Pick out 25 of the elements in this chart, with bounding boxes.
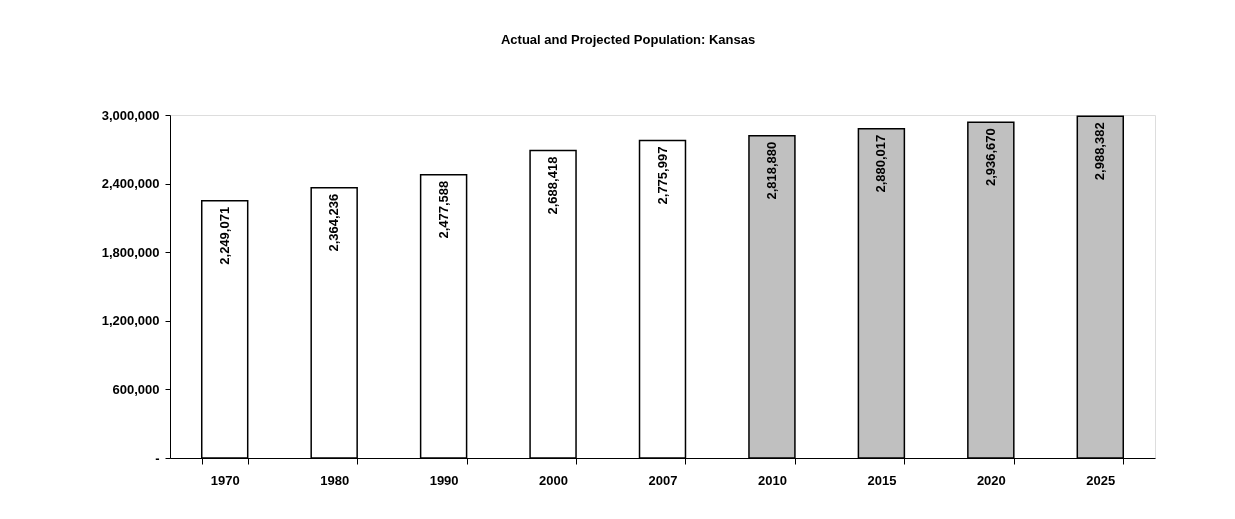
x-tick-label: 2015 — [867, 472, 897, 488]
y-tick-label: 3,000,000 — [101, 107, 160, 123]
y-tick-label: 1,200,000 — [101, 313, 160, 329]
x-tick-label: 2010 — [757, 472, 787, 488]
data-label: 2,249,071 — [216, 206, 232, 265]
x-tick-label: 2007 — [648, 472, 678, 488]
data-label: 2,477,588 — [435, 180, 451, 239]
chart-title: Actual and Projected Population: Kansas — [500, 32, 756, 47]
data-label: 2,988,382 — [1092, 122, 1108, 181]
x-tick-label: 2025 — [1086, 472, 1116, 488]
data-label: 2,818,880 — [763, 141, 779, 200]
data-label: 2,688,418 — [545, 156, 561, 215]
y-tick-label: 1,800,000 — [101, 244, 160, 260]
x-tick-label: 1970 — [210, 472, 240, 488]
x-tick-label: 2020 — [976, 472, 1006, 488]
y-tick-label: 600,000 — [112, 381, 160, 397]
y-tick-label: - — [155, 450, 160, 466]
x-tick-label: 1980 — [320, 472, 350, 488]
x-tick-label: 1990 — [429, 472, 459, 488]
y-tick-label: 2,400,000 — [101, 176, 160, 192]
data-label: 2,364,236 — [326, 193, 342, 252]
data-label: 2,936,670 — [982, 128, 998, 187]
x-tick-label: 2000 — [539, 472, 569, 488]
data-label: 2,775,997 — [654, 146, 670, 205]
data-label: 2,880,017 — [873, 134, 889, 193]
